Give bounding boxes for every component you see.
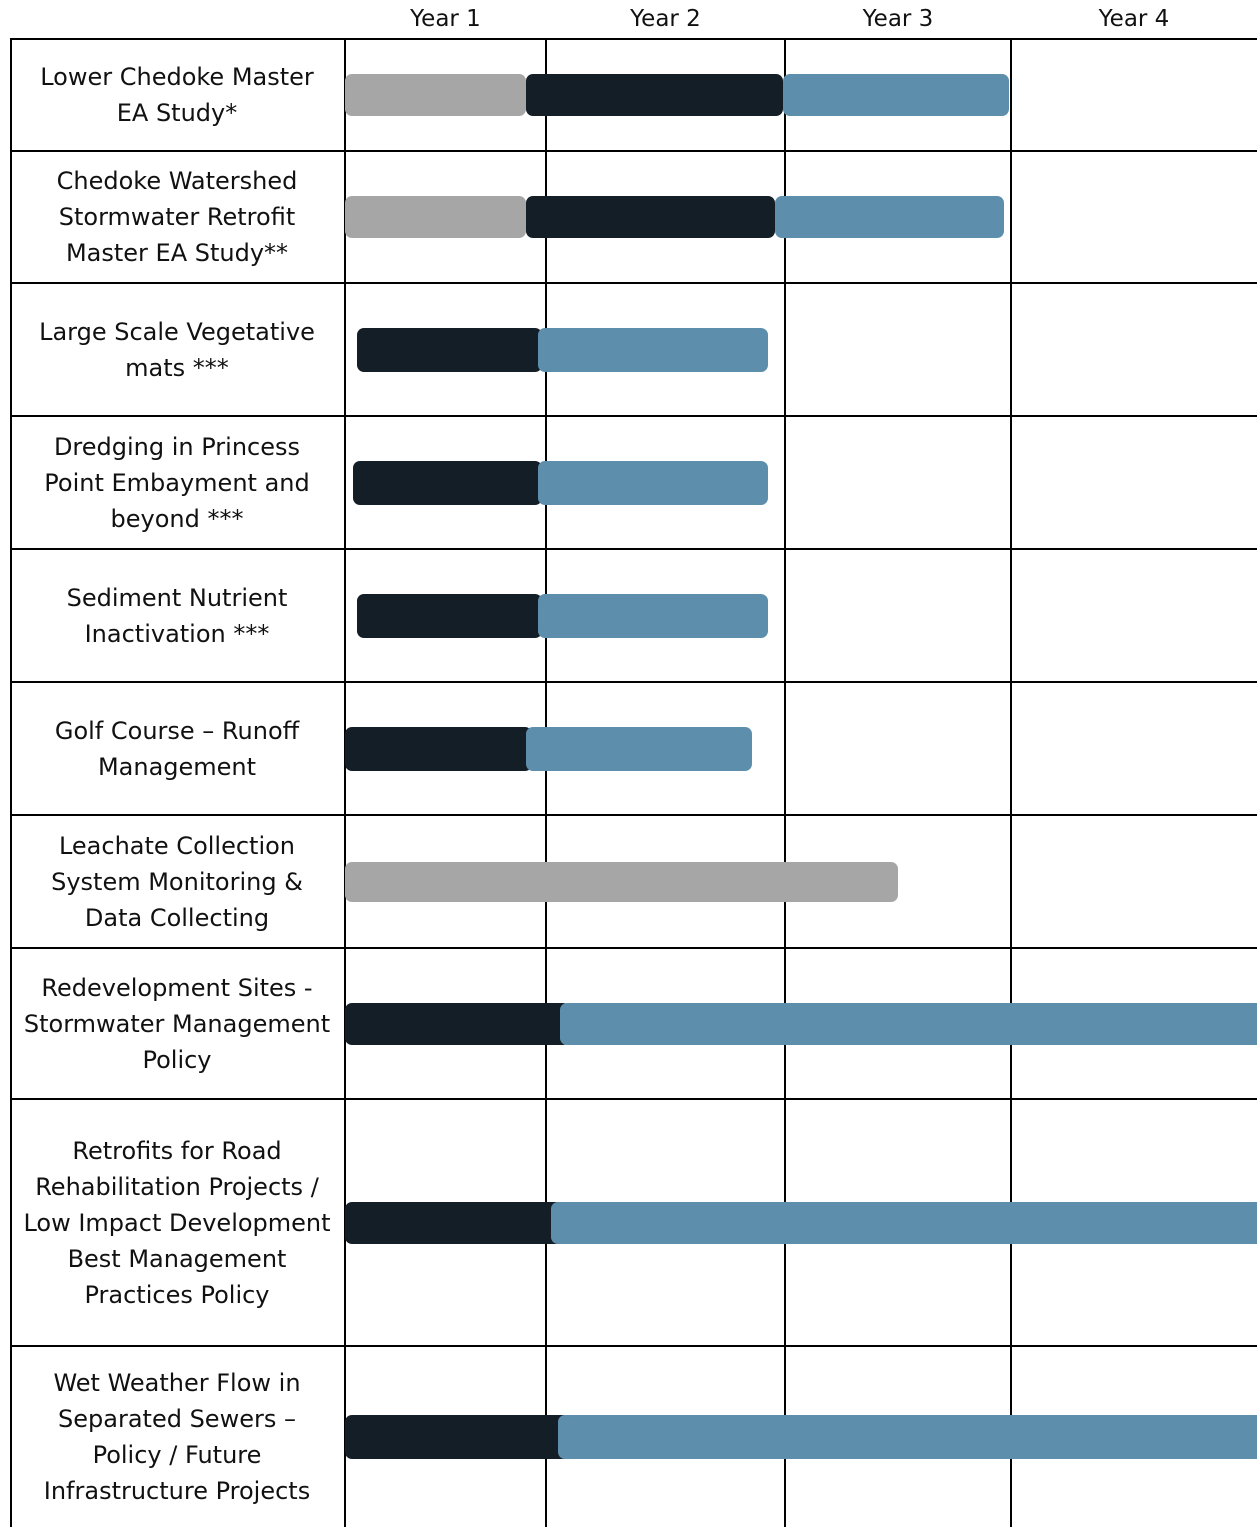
grid-left-border xyxy=(10,39,12,1527)
gantt-bar-dark xyxy=(345,1002,570,1045)
grid-row-line xyxy=(10,947,1257,949)
gantt-bar-blue xyxy=(537,460,769,505)
gantt-bar-dark xyxy=(525,74,783,116)
gantt-bar-blue xyxy=(557,1414,1257,1459)
gantt-bar-blue xyxy=(775,196,1005,238)
gantt-bar-dark xyxy=(525,196,776,238)
task-label: Chedoke Watershed Stormwater Retrofit Ma… xyxy=(56,167,298,267)
grid-row-line xyxy=(10,548,1257,550)
grid-row-line xyxy=(10,415,1257,417)
grid-column-line xyxy=(1010,39,1012,1527)
year-header-2: Year 2 xyxy=(630,6,701,32)
gantt-bar-dark xyxy=(357,327,542,372)
grid-row-line xyxy=(10,681,1257,683)
gantt-bar-blue xyxy=(525,726,752,771)
gantt-bar-blue xyxy=(782,74,1009,116)
task-label: Redevelopment Sites - Stormwater Managem… xyxy=(23,973,331,1074)
gantt-bar-gray xyxy=(345,74,526,116)
gantt-bar-blue xyxy=(537,593,769,638)
grid-row-line xyxy=(10,150,1257,152)
gantt-bar-dark xyxy=(345,1414,570,1459)
gantt-bar-dark xyxy=(345,726,532,771)
task-label: Large Scale Vegetative mats *** xyxy=(39,317,315,382)
task-label: Golf Course – Runoff Management xyxy=(54,716,300,781)
gantt-bar-blue xyxy=(550,1201,1257,1244)
task-label: Retrofits for Road Rehabilitation Projec… xyxy=(23,1136,331,1309)
task-label: Sediment Nutrient Inactivation *** xyxy=(66,583,288,648)
year-header-1: Year 1 xyxy=(410,6,481,32)
grid-row-line xyxy=(10,814,1257,816)
gantt-bar-dark xyxy=(353,460,542,505)
gantt-bar-dark xyxy=(357,593,542,638)
year-header-4: Year 4 xyxy=(1098,6,1170,32)
year-header-3: Year 3 xyxy=(862,6,934,32)
gantt-bar-blue xyxy=(560,1002,1257,1045)
gantt-bar-dark xyxy=(345,1201,570,1244)
grid-column-line xyxy=(545,39,547,1527)
task-label: Wet Weather Flow in Separated Sewers – P… xyxy=(43,1368,311,1505)
task-label: Leachate Collection System Monitoring & … xyxy=(51,831,303,932)
task-label: Lower Chedoke Master EA Study* xyxy=(40,63,314,127)
grid-column-line xyxy=(344,39,346,1527)
gantt-bar-gray xyxy=(345,861,898,902)
grid-row-line xyxy=(10,282,1257,284)
grid-row-line xyxy=(10,1098,1257,1100)
gantt-bar-blue xyxy=(537,327,769,372)
grid-column-line xyxy=(784,39,786,1527)
grid-row-line xyxy=(10,1345,1257,1347)
task-label: Dredging in Princess Point Embayment and… xyxy=(44,432,310,533)
grid-row-line xyxy=(10,38,1257,40)
gantt-bar-gray xyxy=(345,196,526,238)
